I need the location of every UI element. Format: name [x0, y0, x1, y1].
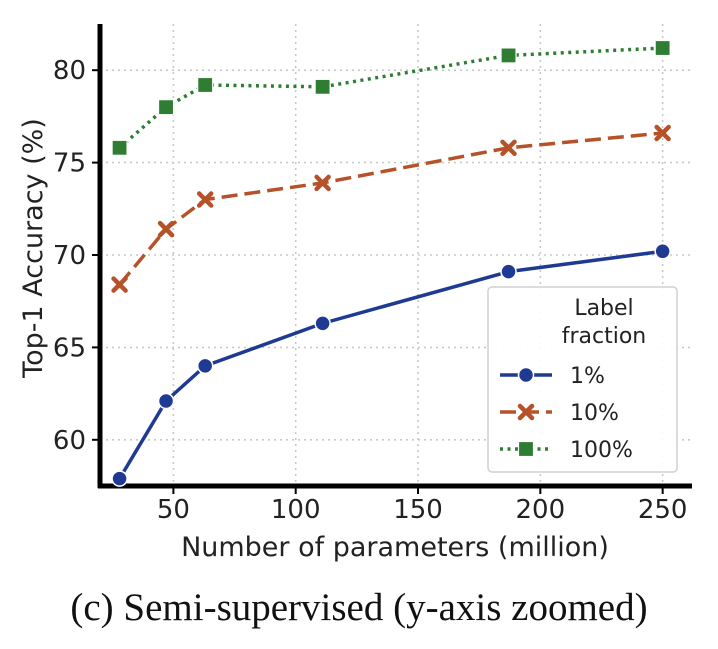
series-line	[118, 249, 663, 480]
data-point	[157, 99, 175, 116]
x-axis-label: Number of parameters (million)	[181, 532, 609, 563]
legend-title: Label	[574, 296, 633, 321]
series-layer	[111, 39, 671, 487]
legend: Label fraction 1% 10% 100%	[487, 286, 678, 473]
data-point	[500, 139, 517, 157]
figure-caption: (c) Semi-supervised (y-axis zoomed)	[70, 586, 648, 629]
data-point	[196, 357, 214, 375]
legend-title: fraction	[562, 324, 647, 349]
y-tick-label: 60	[53, 426, 86, 456]
data-point	[314, 78, 331, 95]
data-point	[314, 174, 331, 192]
data-point	[111, 276, 128, 293]
legend-label: 100%	[570, 438, 633, 463]
data-point	[196, 191, 214, 208]
tick-labels: 50 100 150 200 250 60 65 70 75 80	[53, 56, 688, 525]
marker-stroke	[196, 191, 214, 208]
y-axis-label: Top-1 Accuracy (%)	[18, 118, 49, 379]
data-point	[111, 470, 128, 487]
line-chart: 50 100 150 200 250 60 65 70 75 80 Number of param…	[18, 24, 692, 563]
data-point	[157, 392, 175, 410]
marker-stroke	[157, 220, 175, 238]
y-tick-label: 80	[53, 56, 86, 86]
marker-stroke	[500, 139, 517, 157]
data-point	[197, 76, 214, 94]
marker-stroke	[314, 174, 331, 192]
x-tick-label: 200	[516, 495, 566, 525]
data-point	[500, 47, 517, 64]
legend-box	[487, 286, 678, 473]
data-point	[111, 139, 128, 156]
legend-entry: 100%	[500, 438, 633, 463]
x-tick-label: 100	[271, 495, 321, 525]
data-point	[654, 243, 671, 260]
marker-stroke	[111, 276, 128, 293]
legend-marker	[517, 366, 535, 384]
axes	[92, 24, 692, 494]
x-tick-label: 50	[157, 495, 190, 525]
legend-entry: 1%	[500, 364, 605, 389]
y-tick-label: 75	[53, 149, 86, 179]
legend-label: 1%	[570, 364, 605, 389]
series-line	[118, 131, 663, 286]
y-tick-label: 70	[53, 241, 86, 271]
series-3	[111, 39, 671, 156]
marker-stroke	[654, 124, 671, 142]
legend-label: 10%	[570, 401, 619, 426]
series-2	[111, 124, 671, 293]
series-line	[118, 46, 663, 150]
x-tick-label: 150	[393, 495, 443, 525]
legend-marker	[517, 440, 535, 458]
data-point	[157, 220, 175, 238]
series-1	[111, 243, 671, 487]
legend-marker	[517, 403, 535, 421]
data-point	[654, 124, 671, 142]
data-point	[500, 263, 517, 280]
data-point	[314, 315, 331, 332]
y-tick-label: 65	[53, 333, 86, 363]
marker-stroke	[517, 403, 535, 421]
data-point	[654, 39, 671, 57]
x-tick-label: 250	[638, 495, 688, 525]
legend-entry: 10%	[500, 401, 619, 426]
